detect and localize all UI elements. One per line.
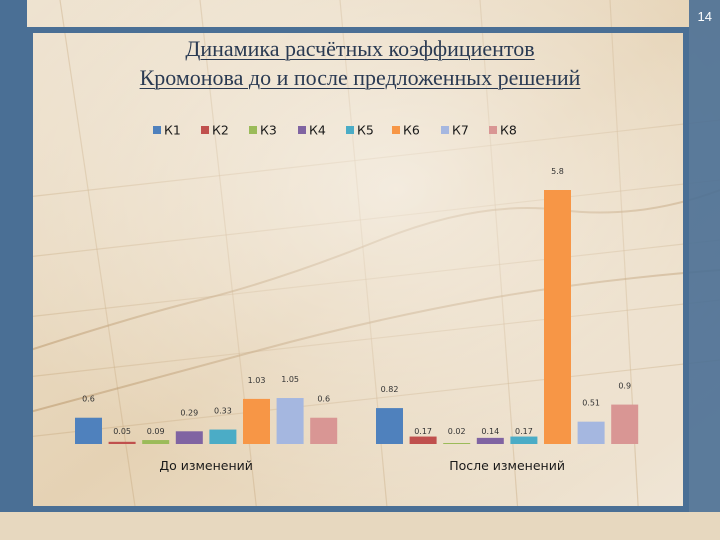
slide-frame	[27, 27, 689, 512]
slide-title-line-1: Динамика расчётных коэффициентов	[185, 36, 535, 61]
legend-swatch-2	[201, 126, 209, 134]
bar-1-1	[75, 417, 102, 444]
bar-2-2	[409, 436, 437, 444]
data-label-2-2: 0.17	[414, 427, 432, 436]
data-label-2-4: 0.14	[481, 427, 499, 436]
data-label-1-1: 0.6	[82, 395, 95, 404]
data-label-1-2: 0.05	[113, 427, 131, 436]
legend-label-3: К3	[260, 123, 277, 138]
legend-label-5: К5	[357, 123, 374, 138]
legend-label-4: К4	[309, 123, 326, 138]
legend-swatch-5	[346, 126, 354, 134]
legend-label-1: К1	[164, 123, 181, 138]
data-label-2-6: 5.8	[551, 167, 564, 176]
bar-1-7	[276, 398, 304, 444]
legend-label-7: К7	[452, 123, 469, 138]
category-label-1: До изменений	[159, 458, 253, 473]
data-label-1-5: 0.33	[214, 407, 232, 416]
legend-label-6: К6	[403, 123, 420, 138]
legend-swatch-4	[298, 126, 306, 134]
bar-1-4	[175, 431, 203, 444]
data-label-2-7: 0.51	[582, 399, 600, 408]
bar-2-6	[544, 190, 571, 444]
slide-number: 14	[697, 9, 712, 24]
legend-swatch-1	[153, 126, 161, 134]
bar-1-5	[209, 429, 237, 444]
data-label-1-7: 1.05	[281, 375, 299, 384]
bar-2-3	[443, 443, 471, 444]
legend-label-8: К8	[500, 123, 517, 138]
slide-title-line-2: Кромонова до и после предложенных решени…	[139, 65, 581, 90]
data-label-2-5: 0.17	[515, 427, 533, 436]
data-label-2-8: 0.9	[618, 382, 631, 391]
category-label-2: После изменений	[449, 458, 565, 473]
bar-1-2	[108, 441, 136, 444]
bar-2-1	[376, 408, 403, 444]
legend-swatch-3	[249, 126, 257, 134]
data-label-1-4: 0.29	[180, 408, 198, 417]
bar-2-8	[611, 404, 639, 444]
data-label-1-6: 1.03	[248, 376, 266, 385]
bar-2-4	[476, 437, 504, 444]
data-label-2-1: 0.82	[381, 385, 399, 394]
bar-1-8	[310, 417, 338, 444]
data-label-2-3: 0.02	[448, 427, 466, 436]
data-label-1-8: 0.6	[317, 395, 330, 404]
data-label-1-3: 0.09	[147, 427, 165, 436]
legend-swatch-6	[392, 126, 400, 134]
legend-swatch-7	[441, 126, 449, 134]
bar-2-7	[577, 421, 605, 444]
bar-1-3	[142, 440, 170, 444]
legend-swatch-8	[489, 126, 497, 134]
bar-1-6	[243, 398, 270, 444]
bar-2-5	[510, 436, 538, 444]
legend-label-2: К2	[212, 123, 229, 138]
